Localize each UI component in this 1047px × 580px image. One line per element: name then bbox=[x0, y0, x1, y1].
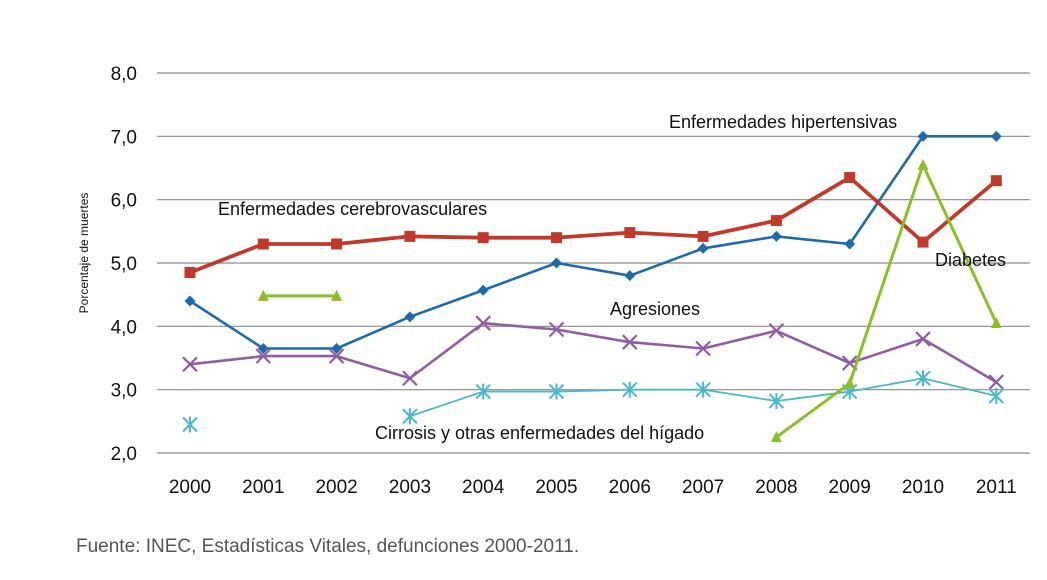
data-point bbox=[475, 383, 491, 400]
data-point bbox=[548, 321, 565, 338]
series-path bbox=[189, 321, 997, 384]
data-point bbox=[331, 238, 343, 250]
data-point bbox=[475, 315, 491, 331]
x-tick-label: 2000 bbox=[169, 477, 211, 498]
data-point bbox=[844, 377, 856, 389]
x-tick-label: 2001 bbox=[242, 477, 284, 498]
y-tick-label: 7,0 bbox=[111, 127, 137, 148]
data-point bbox=[182, 416, 198, 433]
data-point bbox=[331, 343, 343, 354]
series-lines bbox=[182, 130, 1005, 443]
x-tick-label: 2011 bbox=[976, 477, 1017, 498]
data-point bbox=[990, 175, 1002, 187]
data-point bbox=[257, 343, 269, 354]
x-tick-label: 2006 bbox=[609, 477, 651, 498]
data-point bbox=[915, 331, 931, 347]
x-axis-ticks: 2000 2001 2002 2003 2004 2005 2006 2007 2008 2009… bbox=[169, 477, 1017, 498]
data-point bbox=[915, 370, 931, 387]
x-tick-label: 2007 bbox=[682, 477, 724, 498]
series-path bbox=[189, 175, 998, 275]
series-name-label: Agresiones bbox=[610, 299, 700, 319]
data-point bbox=[257, 238, 269, 250]
data-point bbox=[477, 284, 489, 296]
data-point bbox=[770, 230, 782, 242]
data-point bbox=[328, 348, 345, 364]
data-point bbox=[770, 215, 782, 227]
x-tick-label: 2008 bbox=[755, 477, 797, 498]
data-point bbox=[917, 236, 929, 248]
y-axis-ticks: 2,0 3,0 4,0 5,0 6,0 7,0 8,0 bbox=[111, 64, 137, 465]
data-point bbox=[402, 408, 418, 425]
data-point bbox=[917, 130, 929, 142]
x-tick-label: 2004 bbox=[462, 477, 505, 498]
series-path bbox=[775, 163, 998, 439]
data-point bbox=[331, 289, 343, 301]
series-name-label: Diabetes bbox=[935, 250, 1006, 270]
data-point bbox=[695, 340, 711, 357]
data-point bbox=[477, 232, 489, 244]
series-line bbox=[257, 158, 1002, 443]
data-point bbox=[551, 257, 562, 269]
y-tick-label: 5,0 bbox=[111, 254, 137, 275]
gridlines bbox=[157, 72, 1030, 454]
data-point bbox=[844, 238, 856, 250]
y-tick-label: 6,0 bbox=[111, 191, 137, 212]
data-point bbox=[770, 431, 782, 443]
data-point bbox=[695, 381, 711, 398]
series-line bbox=[184, 130, 1002, 354]
data-point bbox=[768, 322, 785, 339]
x-tick-label: 2002 bbox=[315, 477, 357, 498]
x-tick-label: 2009 bbox=[829, 477, 871, 498]
series-line bbox=[184, 172, 1002, 278]
data-point bbox=[404, 230, 416, 242]
data-point bbox=[404, 311, 416, 323]
series-path bbox=[189, 135, 997, 350]
y-tick-label: 8,0 bbox=[111, 64, 137, 85]
data-point bbox=[622, 381, 638, 398]
data-point bbox=[182, 356, 198, 373]
data-point bbox=[768, 393, 785, 410]
data-point bbox=[988, 388, 1005, 404]
series-line bbox=[182, 315, 1005, 390]
x-tick-label: 2005 bbox=[535, 477, 577, 498]
data-point bbox=[184, 295, 196, 307]
x-tick-label: 2003 bbox=[389, 477, 431, 498]
series-name-label: Cirrosis y otras enfermedades del hígado bbox=[375, 423, 704, 443]
data-point bbox=[988, 374, 1005, 390]
data-point bbox=[697, 242, 709, 254]
data-point bbox=[697, 230, 709, 242]
y-axis-label: Porcentaje de muertes bbox=[77, 193, 91, 314]
data-point bbox=[257, 289, 269, 301]
data-point bbox=[844, 172, 856, 183]
series-labels: Enfermedades hipertensivas Enfermedades c… bbox=[218, 112, 1006, 443]
data-point bbox=[548, 383, 565, 400]
source-note: Fuente: INEC, Estadísticas Vitales, defu… bbox=[76, 536, 580, 557]
data-point bbox=[917, 158, 929, 170]
y-tick-label: 4,0 bbox=[111, 317, 137, 338]
x-tick-label: 2010 bbox=[902, 477, 944, 498]
series-line bbox=[182, 370, 1005, 433]
data-point bbox=[624, 227, 636, 239]
data-point bbox=[990, 130, 1002, 142]
data-point bbox=[990, 317, 1002, 329]
y-tick-label: 2,0 bbox=[111, 444, 137, 465]
data-point bbox=[255, 348, 272, 364]
data-point bbox=[622, 334, 638, 350]
data-point bbox=[402, 370, 418, 387]
series-name-label: Enfermedades cerebrovasculares bbox=[218, 199, 487, 219]
series-name-label: Enfermedades hipertensivas bbox=[669, 112, 897, 132]
data-point bbox=[184, 267, 196, 278]
data-point bbox=[551, 232, 562, 244]
y-tick-label: 3,0 bbox=[111, 381, 137, 402]
data-point bbox=[624, 270, 636, 282]
